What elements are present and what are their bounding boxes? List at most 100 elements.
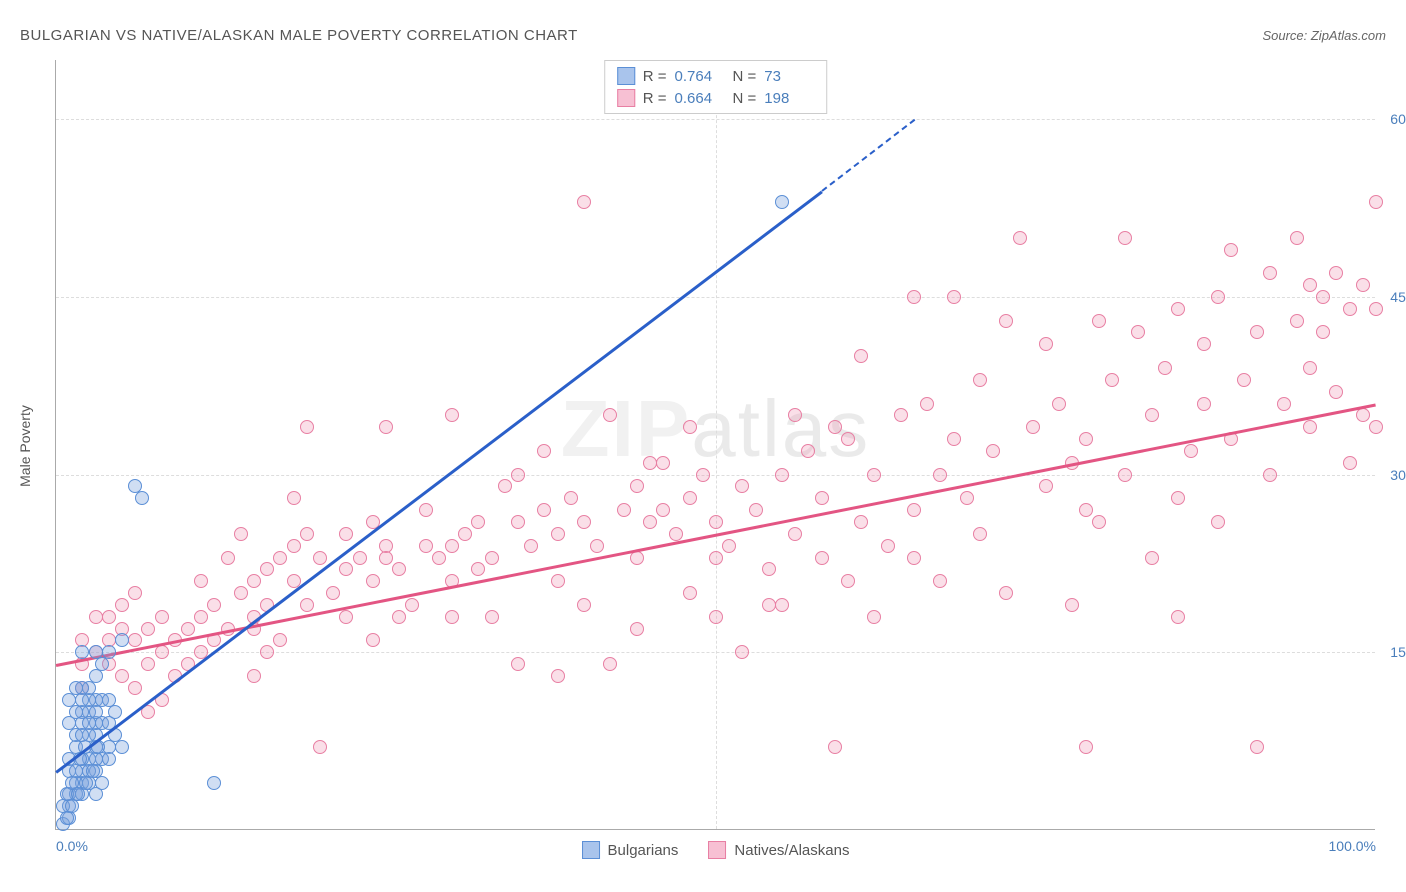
data-point <box>907 290 921 304</box>
data-point <box>1118 231 1132 245</box>
data-point <box>379 420 393 434</box>
data-point <box>1079 432 1093 446</box>
data-point <box>432 551 446 565</box>
data-point <box>207 776 221 790</box>
data-point <box>735 479 749 493</box>
y-axis-label: Male Poverty <box>17 405 33 487</box>
data-point <box>471 562 485 576</box>
data-point <box>683 491 697 505</box>
data-point <box>1263 266 1277 280</box>
data-point <box>95 776 109 790</box>
data-point <box>300 598 314 612</box>
data-point <box>419 539 433 553</box>
data-point <box>1079 740 1093 754</box>
data-point <box>1263 468 1277 482</box>
legend-swatch-icon <box>582 841 600 859</box>
data-point <box>498 479 512 493</box>
r-value-natives: 0.664 <box>675 90 725 107</box>
data-point <box>1290 231 1304 245</box>
data-point <box>273 551 287 565</box>
data-point <box>986 444 1000 458</box>
data-point <box>115 740 129 754</box>
data-point <box>551 669 565 683</box>
data-point <box>1369 302 1383 316</box>
n-label: N = <box>733 68 757 85</box>
data-point <box>128 681 142 695</box>
data-point <box>1329 266 1343 280</box>
data-point <box>339 610 353 624</box>
legend-swatch-natives <box>617 89 635 107</box>
data-point <box>537 503 551 517</box>
data-point <box>617 503 631 517</box>
data-point <box>577 195 591 209</box>
legend-item-natives: Natives/Alaskans <box>708 841 849 859</box>
data-point <box>313 551 327 565</box>
data-point <box>95 657 109 671</box>
r-value-bulgarians: 0.764 <box>675 68 725 85</box>
data-point <box>1184 444 1198 458</box>
data-point <box>1052 397 1066 411</box>
data-point <box>947 290 961 304</box>
data-point <box>273 633 287 647</box>
data-point <box>75 645 89 659</box>
data-point <box>801 444 815 458</box>
data-point <box>511 468 525 482</box>
data-point <box>339 562 353 576</box>
data-point <box>1316 290 1330 304</box>
data-point <box>1079 503 1093 517</box>
data-point <box>603 657 617 671</box>
data-point <box>590 539 604 553</box>
data-point <box>551 527 565 541</box>
data-point <box>815 551 829 565</box>
legend-swatch-icon <box>708 841 726 859</box>
r-label: R = <box>643 90 667 107</box>
data-point <box>1237 373 1251 387</box>
data-point <box>973 373 987 387</box>
data-point <box>1131 325 1145 339</box>
data-point <box>128 633 142 647</box>
data-point <box>260 645 274 659</box>
y-tick-label: 30.0% <box>1380 467 1406 483</box>
data-point <box>1013 231 1027 245</box>
legend-correlation-box: R = 0.764 N = 73 R = 0.664 N = 198 <box>604 60 828 114</box>
data-point <box>881 539 895 553</box>
data-point <box>1224 243 1238 257</box>
watermark-atlas: atlas <box>691 384 870 473</box>
y-tick-label: 45.0% <box>1380 289 1406 305</box>
data-point <box>775 468 789 482</box>
data-point <box>115 669 129 683</box>
watermark-zip: ZIP <box>561 384 691 473</box>
data-point <box>788 408 802 422</box>
data-point <box>643 515 657 529</box>
data-point <box>339 527 353 541</box>
data-point <box>194 574 208 588</box>
r-label: R = <box>643 68 667 85</box>
data-point <box>841 432 855 446</box>
data-point <box>234 527 248 541</box>
data-point <box>775 195 789 209</box>
y-tick-label: 60.0% <box>1380 111 1406 127</box>
data-point <box>75 693 89 707</box>
trend-line-dashed <box>821 119 915 192</box>
legend-row-bulgarians: R = 0.764 N = 73 <box>617 65 815 87</box>
data-point <box>854 349 868 363</box>
data-point <box>458 527 472 541</box>
data-point <box>564 491 578 505</box>
data-point <box>1303 420 1317 434</box>
data-point <box>392 610 406 624</box>
legend-series: Bulgarians Natives/Alaskans <box>582 841 850 859</box>
legend-row-natives: R = 0.664 N = 198 <box>617 87 815 109</box>
data-point <box>709 515 723 529</box>
data-point <box>709 610 723 624</box>
x-tick-label: 0.0% <box>56 838 88 854</box>
data-point <box>775 598 789 612</box>
source-label: Source: <box>1262 28 1310 43</box>
data-point <box>1369 420 1383 434</box>
data-point <box>683 586 697 600</box>
data-point <box>366 574 380 588</box>
data-point <box>247 669 261 683</box>
data-point <box>1250 740 1264 754</box>
data-point <box>141 622 155 636</box>
data-point <box>630 622 644 636</box>
data-point <box>194 610 208 624</box>
